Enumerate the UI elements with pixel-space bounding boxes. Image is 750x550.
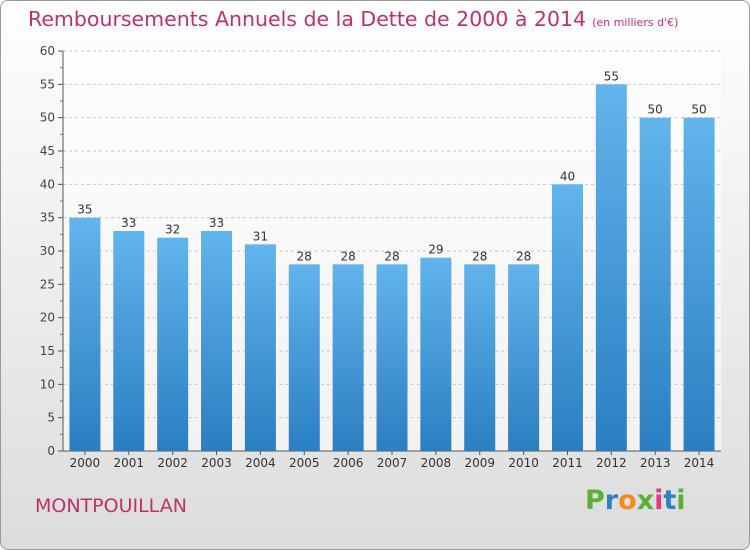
y-tick-label: 30: [40, 244, 55, 258]
logo-letter: i: [654, 485, 664, 516]
logo-letter: i: [676, 485, 686, 516]
data-label: 55: [604, 69, 619, 83]
bar: [157, 237, 189, 451]
y-tick-label: 0: [47, 444, 55, 458]
x-tick-label: 2002: [157, 456, 188, 470]
data-label: 29: [428, 243, 443, 257]
x-tick-label: 2001: [114, 456, 145, 470]
data-label: 35: [77, 203, 92, 217]
y-tick-label: 60: [40, 44, 55, 58]
city-name: MONTPOUILLAN: [35, 495, 187, 517]
bar: [113, 231, 145, 451]
y-tick-label: 40: [40, 177, 55, 191]
x-tick-label: 2006: [333, 456, 364, 470]
y-tick-label: 45: [40, 144, 55, 158]
bar: [201, 231, 233, 451]
logo-letter: o: [618, 485, 637, 516]
x-tick-label: 2007: [377, 456, 408, 470]
bar: [332, 264, 364, 451]
x-tick-label: 2010: [508, 456, 539, 470]
y-tick-label: 50: [40, 111, 55, 125]
y-tick-label: 5: [47, 411, 55, 425]
bar: [244, 244, 276, 451]
x-tick-label: 2011: [552, 456, 583, 470]
chart-unit: (en milliers d'€): [592, 16, 679, 29]
data-label: 28: [516, 249, 531, 263]
proxiti-logo[interactable]: Proxiti: [585, 485, 686, 516]
x-tick-label: 2012: [596, 456, 627, 470]
bar: [420, 257, 452, 451]
data-label: 40: [560, 169, 575, 183]
bar: [288, 264, 320, 451]
data-label: 31: [253, 229, 268, 243]
logo-letter: t: [663, 485, 677, 516]
x-tick-label: 2009: [464, 456, 495, 470]
data-label: 28: [384, 249, 399, 263]
data-label: 28: [340, 249, 355, 263]
y-tick-label: 15: [40, 344, 55, 358]
x-tick-label: 2004: [245, 456, 276, 470]
bar: [639, 117, 671, 452]
bar: [683, 117, 715, 452]
data-label: 32: [165, 223, 180, 237]
x-tick-label: 2003: [201, 456, 232, 470]
logo-letter: x: [636, 485, 655, 516]
x-tick-label: 2014: [684, 456, 715, 470]
x-tick-label: 2005: [289, 456, 320, 470]
data-label: 50: [648, 103, 663, 117]
logo-letter: r: [604, 485, 619, 516]
bar: [551, 184, 583, 452]
bar: [508, 264, 540, 451]
x-tick-label: 2000: [70, 456, 101, 470]
x-tick-label: 2013: [640, 456, 671, 470]
bar: [376, 264, 408, 451]
y-tick-label: 35: [40, 211, 55, 225]
data-label: 28: [472, 249, 487, 263]
bar: [69, 217, 101, 451]
data-label: 50: [691, 103, 706, 117]
y-tick-label: 20: [40, 311, 55, 325]
data-label: 33: [121, 216, 136, 230]
bar: [595, 84, 627, 451]
data-label: 28: [297, 249, 312, 263]
bar: [464, 264, 496, 451]
y-tick-label: 55: [40, 77, 55, 91]
y-tick-label: 10: [40, 377, 55, 391]
chart-title: Remboursements Annuels de la Dette de 20…: [28, 7, 678, 31]
x-tick-label: 2008: [421, 456, 452, 470]
logo-letter: P: [585, 485, 605, 516]
chart-title-text: Remboursements Annuels de la Dette de 20…: [28, 7, 587, 31]
data-label: 33: [209, 216, 224, 230]
y-tick-label: 25: [40, 277, 55, 291]
